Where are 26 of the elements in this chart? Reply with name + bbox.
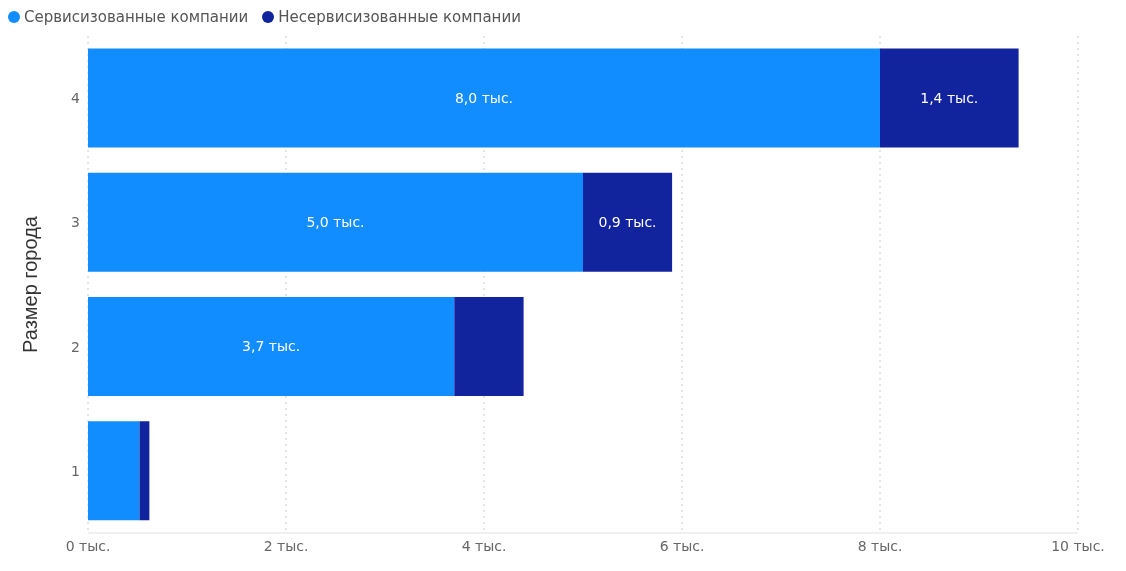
x-tick-label: 6 тыс. xyxy=(659,537,705,554)
x-tick-label: 4 тыс. xyxy=(461,537,507,554)
y-tick-label: 4 xyxy=(71,90,81,107)
legend-label: Несервисизованные компании xyxy=(278,8,521,26)
x-tick-label: 0 тыс. xyxy=(65,537,111,554)
bar xyxy=(139,421,150,521)
bar xyxy=(880,48,1019,148)
data-label: 3,7 тыс. xyxy=(242,338,301,355)
legend-label: Сервисизованные компании xyxy=(24,8,249,26)
bar xyxy=(88,421,140,521)
bar xyxy=(88,48,880,148)
y-tick-label: 2 xyxy=(71,338,80,355)
data-label: 1,4 тыс. xyxy=(920,89,979,106)
data-label: 0,9 тыс. xyxy=(598,214,657,231)
bar xyxy=(583,172,673,272)
x-tick-label: 8 тыс. xyxy=(857,537,903,554)
y-axis-title: Размер города xyxy=(19,215,42,353)
x-tick-label: 2 тыс. xyxy=(263,537,309,554)
bar xyxy=(88,172,583,272)
data-label: 8,0 тыс. xyxy=(454,89,514,106)
bar xyxy=(454,296,524,396)
data-label: 5,0 тыс. xyxy=(306,214,365,231)
y-tick-label: 3 xyxy=(71,214,80,231)
bar xyxy=(88,296,455,396)
x-tick-label: 10 тыс. xyxy=(1051,537,1105,554)
y-tick-label: 1 xyxy=(71,462,80,479)
